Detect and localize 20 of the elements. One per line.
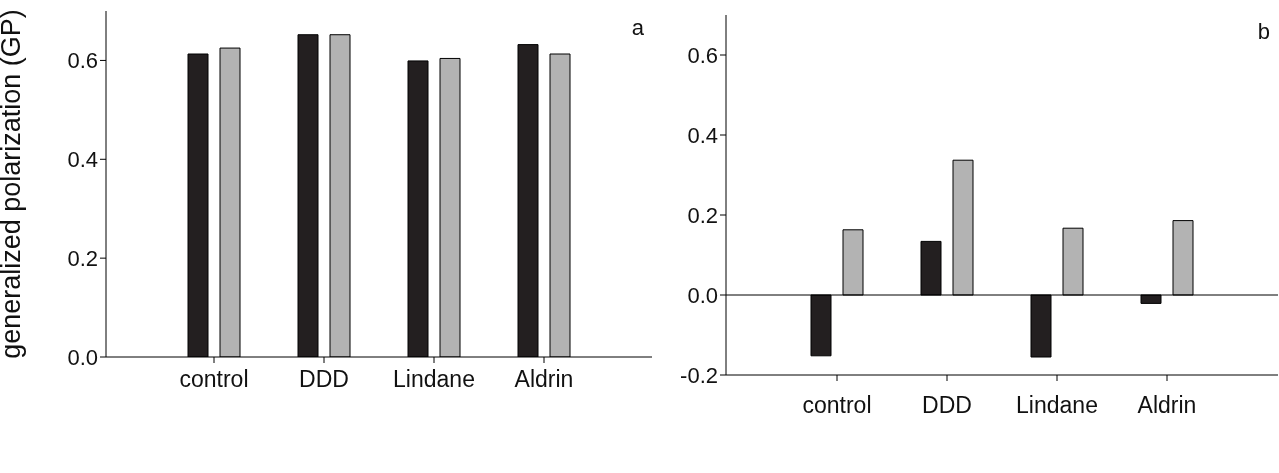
y-tick-label: 0.6 <box>687 42 718 68</box>
x-tick-label: Aldrin <box>1137 392 1197 419</box>
y-tick-label: 0.0 <box>687 282 718 308</box>
x-tick-label: Lindane <box>1016 392 1098 419</box>
annotation: a <box>631 15 644 41</box>
y-tick-label: 0.6 <box>67 48 98 74</box>
y-tick-label: 0.4 <box>67 147 98 173</box>
x-tick-label: DDD <box>299 366 349 393</box>
x-tick-label: Lindane <box>393 366 475 393</box>
y-tick-label: 0.0 <box>67 344 98 370</box>
y-tick-label: -0.2 <box>680 362 718 388</box>
x-tick-label: DDD <box>922 392 972 419</box>
y-tick-label: 0.4 <box>687 122 718 148</box>
x-tick-label: control <box>802 392 872 419</box>
annotation: b <box>1257 19 1270 45</box>
y-tick-label: 0.2 <box>67 245 98 271</box>
y-tick-label: 0.2 <box>687 202 718 228</box>
y-axis-title: generalized polarization (GP) <box>0 9 26 359</box>
x-tick-label: Aldrin <box>514 366 574 393</box>
x-tick-label: control <box>179 366 249 393</box>
